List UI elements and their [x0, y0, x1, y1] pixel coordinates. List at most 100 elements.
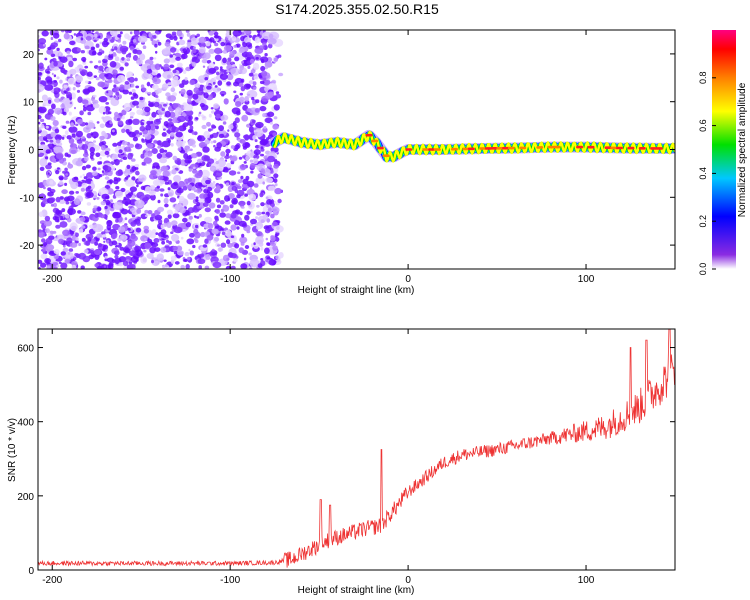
noise-speckle	[44, 57, 48, 61]
noise-speckle	[250, 218, 257, 225]
noise-speckle	[126, 57, 130, 61]
noise-speckle	[196, 33, 200, 37]
noise-speckle	[183, 69, 187, 74]
noise-speckle	[43, 186, 46, 190]
noise-speckle	[235, 110, 241, 116]
noise-speckle	[187, 184, 193, 190]
y-tick-label: 400	[17, 418, 34, 429]
noise-speckle	[45, 164, 52, 170]
noise-speckle	[99, 135, 105, 141]
noise-speckle	[269, 169, 274, 174]
noise-speckle	[148, 91, 152, 95]
noise-speckle	[211, 110, 215, 114]
noise-speckle	[203, 52, 211, 60]
noise-speckle	[197, 258, 206, 265]
noise-speckle	[204, 265, 210, 269]
noise-speckle	[132, 100, 139, 106]
noise-speckle	[126, 164, 131, 169]
noise-speckle	[243, 134, 249, 139]
noise-speckle	[114, 190, 124, 198]
noise-speckle	[218, 125, 225, 132]
noise-speckle	[242, 178, 249, 185]
noise-speckle	[112, 212, 121, 219]
noise-speckle	[105, 102, 110, 105]
noise-speckle	[155, 98, 160, 103]
noise-speckle	[231, 35, 237, 42]
noise-speckle	[163, 259, 167, 262]
noise-speckle	[167, 214, 172, 220]
noise-speckle	[260, 38, 268, 44]
noise-speckle	[38, 72, 42, 76]
noise-speckle	[94, 263, 100, 268]
noise-speckle	[60, 30, 65, 33]
noise-speckle	[92, 103, 100, 109]
noise-speckle	[99, 123, 105, 129]
noise-speckle	[80, 211, 86, 216]
noise-speckle	[84, 65, 89, 69]
noise-speckle	[147, 152, 153, 157]
noise-speckle	[93, 94, 97, 98]
noise-speckle	[54, 97, 61, 103]
noise-speckle	[53, 249, 60, 255]
noise-speckle	[98, 96, 108, 103]
noise-speckle	[59, 211, 63, 215]
noise-speckle	[150, 184, 156, 190]
noise-speckle	[163, 197, 169, 204]
noise-speckle	[193, 87, 199, 94]
noise-speckle	[247, 93, 251, 97]
noise-speckle	[178, 39, 186, 46]
noise-speckle	[68, 248, 74, 252]
noise-speckle	[217, 247, 224, 252]
noise-speckle	[84, 45, 90, 50]
noise-speckle	[43, 220, 52, 227]
noise-speckle	[108, 53, 114, 59]
noise-speckle	[195, 117, 199, 120]
noise-speckle	[115, 170, 124, 177]
noise-speckle	[121, 140, 128, 146]
noise-speckle	[173, 181, 178, 186]
noise-speckle	[225, 213, 232, 219]
noise-speckle	[160, 165, 169, 172]
noise-speckle	[267, 111, 275, 118]
noise-speckle	[135, 227, 142, 233]
noise-speckle	[149, 56, 154, 61]
noise-speckle	[74, 106, 76, 110]
noise-speckle	[233, 90, 237, 94]
noise-speckle	[263, 126, 267, 130]
noise-speckle	[144, 106, 151, 113]
noise-speckle	[238, 82, 244, 88]
noise-speckle	[158, 112, 163, 115]
noise-speckle	[265, 237, 268, 241]
noise-speckle	[205, 253, 211, 260]
noise-speckle	[185, 30, 190, 33]
noise-speckle	[86, 71, 93, 77]
noise-speckle	[115, 218, 119, 223]
noise-speckle	[122, 40, 127, 45]
noise-speckle	[119, 66, 124, 71]
noise-speckle	[131, 217, 136, 221]
noise-speckle	[112, 202, 124, 210]
noise-speckle	[226, 70, 230, 73]
noise-speckle	[274, 241, 278, 244]
noise-speckle	[60, 251, 66, 256]
noise-speckle	[271, 221, 278, 227]
noise-speckle	[225, 148, 231, 154]
noise-speckle	[154, 214, 163, 221]
noise-speckle	[122, 198, 131, 205]
noise-speckle	[59, 56, 68, 63]
noise-speckle	[119, 84, 125, 91]
noise-speckle	[99, 214, 106, 219]
noise-speckle	[104, 147, 111, 152]
noise-speckle	[226, 239, 231, 245]
noise-speckle	[106, 257, 114, 263]
tone-band	[273, 130, 675, 163]
noise-speckle	[159, 157, 168, 164]
noise-speckle	[146, 69, 153, 74]
noise-speckle	[151, 259, 154, 264]
noise-speckle	[75, 191, 79, 194]
noise-speckle	[55, 139, 61, 144]
noise-speckle	[187, 256, 191, 261]
noise-speckle	[240, 175, 244, 180]
noise-speckle	[45, 149, 51, 154]
noise-speckle	[247, 65, 251, 69]
